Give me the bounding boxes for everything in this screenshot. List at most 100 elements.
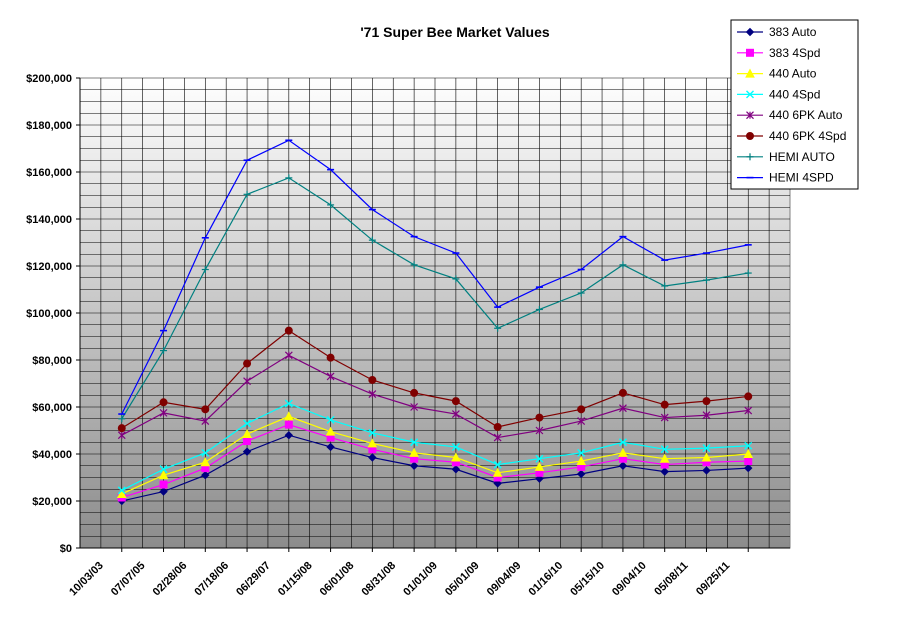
data-point [368, 453, 377, 462]
legend-item: 440 6PK 4Spd [737, 129, 846, 143]
data-point [326, 442, 335, 452]
data-point [158, 470, 169, 480]
data-point [159, 480, 168, 489]
x-tick-label: 01/15/08 [276, 560, 315, 599]
data-point [325, 426, 336, 436]
x-tick-label: 07/07/05 [109, 560, 148, 599]
gridlines [79, 78, 790, 549]
data-point [117, 431, 126, 440]
series-line [121, 402, 749, 491]
data-point [535, 305, 543, 313]
legend-label: HEMI AUTO [769, 150, 835, 164]
data-point [451, 452, 461, 462]
data-point [702, 276, 710, 284]
data-point [493, 422, 502, 431]
data-point [367, 438, 378, 448]
data-point [242, 447, 252, 456]
y-tick-label: $40,000 [32, 449, 72, 461]
x-tick-label: 06/29/07 [234, 560, 273, 599]
data-point [243, 359, 252, 368]
data-point [744, 457, 753, 466]
x-tick-label: 08/31/08 [359, 560, 398, 599]
data-point [283, 411, 294, 421]
x-tick-label: 06/01/08 [318, 560, 357, 599]
data-point [326, 415, 335, 424]
x-tick-label: 05/08/11 [652, 560, 690, 598]
data-point [702, 411, 711, 420]
data-point [326, 372, 335, 381]
legend-item: 440 4Spd [737, 87, 820, 101]
data-point [159, 398, 168, 407]
data-point [452, 275, 460, 283]
data-point [493, 479, 502, 488]
legend-marker [746, 153, 754, 161]
data-point [284, 399, 293, 408]
data-point [159, 465, 168, 474]
x-tick-label: 10/03/03 [67, 560, 106, 599]
y-tick-label: $140,000 [26, 214, 72, 226]
x-tick-label: 09/04/10 [610, 560, 649, 599]
data-point [117, 486, 126, 495]
data-point [451, 397, 460, 406]
data-point [451, 410, 460, 418]
legend-marker [746, 90, 754, 99]
data-point [409, 447, 419, 457]
data-point [410, 403, 419, 411]
y-tick-label: $120,000 [26, 261, 72, 273]
data-point [661, 282, 669, 290]
chart-title: '71 Super Bee Market Values [360, 24, 550, 40]
data-point [577, 417, 586, 426]
series-440-4spd [117, 399, 753, 495]
x-tick-label: 01/16/10 [527, 560, 566, 599]
data-point [659, 453, 670, 463]
y-tick-label: $180,000 [26, 120, 72, 132]
legend-marker [745, 27, 755, 37]
data-point [201, 448, 210, 457]
x-tick-label: 01/01/09 [401, 560, 440, 599]
data-point [494, 324, 502, 332]
data-point [744, 269, 752, 277]
data-point [201, 470, 210, 480]
data-point [492, 467, 503, 477]
data-point [493, 460, 502, 469]
x-tick-label: 05/01/09 [443, 560, 482, 599]
data-point [117, 424, 126, 433]
data-point [451, 442, 460, 451]
data-point [159, 487, 168, 496]
data-point [618, 388, 627, 397]
data-point [577, 448, 586, 457]
series-group [116, 139, 754, 506]
series-line [121, 329, 749, 429]
series-line [121, 434, 749, 502]
legend-label: 383 Auto [769, 25, 817, 39]
data-point [243, 437, 252, 446]
x-tick-label: 07/18/06 [192, 560, 231, 599]
data-point [201, 405, 210, 414]
y-tick-label: $0 [60, 543, 72, 555]
data-point [619, 404, 627, 413]
data-point [368, 236, 376, 244]
legend-label: HEMI 4SPD [769, 171, 834, 185]
legend-marker [745, 68, 755, 78]
data-point [534, 461, 545, 471]
series-line [121, 423, 749, 499]
data-point [201, 266, 209, 274]
legend-item: 440 Auto [737, 67, 817, 81]
data-point [160, 347, 168, 355]
legend-item: HEMI 4SPD [737, 171, 834, 185]
data-point [535, 426, 544, 435]
y-tick-label: $200,000 [26, 73, 72, 85]
data-point [243, 377, 251, 386]
legend-box [730, 19, 859, 190]
series-440-6pk-4spd [117, 326, 753, 433]
data-point [284, 430, 294, 440]
data-point [410, 388, 419, 397]
data-point [118, 415, 126, 423]
legend-item: 440 6PK Auto [737, 108, 843, 122]
data-point [493, 433, 502, 442]
data-point [660, 445, 669, 454]
data-point [660, 413, 669, 422]
data-point [200, 457, 211, 467]
data-point [702, 444, 711, 453]
